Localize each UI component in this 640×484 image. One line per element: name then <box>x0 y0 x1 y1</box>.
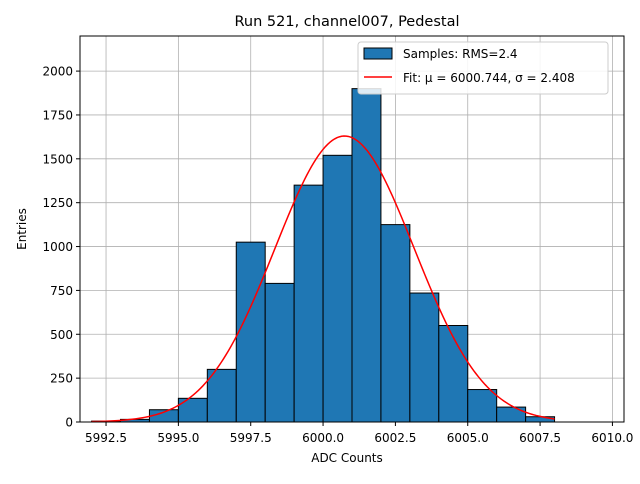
legend-histogram-label: Samples: RMS=2.4 <box>403 47 518 61</box>
legend-histogram-swatch <box>363 47 393 60</box>
legend-fit-label: Fit: μ = 6000.744, σ = 2.408 <box>403 71 575 85</box>
y-tick-label: 1250 <box>42 196 73 210</box>
histogram-bar <box>351 88 382 423</box>
legend: Samples: RMS=2.4 Fit: μ = 6000.744, σ = … <box>357 41 609 95</box>
x-axis-ticks: 5992.5 5995.0 5997.5 6000.0 6002.5 6005.0 6007… <box>85 422 633 445</box>
x-axis-label: ADC Counts <box>311 451 383 465</box>
y-tick-label: 1750 <box>42 108 73 122</box>
x-tick-label: 5992.5 <box>85 431 127 445</box>
histogram-bar <box>467 389 498 423</box>
histogram-bar <box>438 325 469 423</box>
histogram-bar <box>322 154 353 423</box>
x-tick-label: 5997.5 <box>230 431 272 445</box>
y-tick-label: 2000 <box>42 65 73 79</box>
y-tick-label: 250 <box>50 372 73 386</box>
histogram-bar <box>293 184 324 423</box>
y-tick-label: 500 <box>50 328 73 342</box>
histogram-bar <box>525 416 556 423</box>
chart-title: Run 521, channel007, Pedestal <box>234 14 459 30</box>
x-tick-label: 6000.0 <box>302 431 344 445</box>
histogram-bar <box>264 282 295 423</box>
histogram-bar <box>380 224 411 423</box>
histogram-bar <box>235 241 266 423</box>
y-tick-label: 750 <box>50 284 73 298</box>
histogram-bars <box>91 88 556 423</box>
x-tick-label: 6010.0 <box>591 431 633 445</box>
y-axis-label: Entries <box>15 208 29 250</box>
histogram-bar <box>496 406 527 423</box>
y-axis-ticks: 0 250 500 750 1000 1250 1500 1750 2000 <box>42 65 80 430</box>
y-tick-label: 1000 <box>42 240 73 254</box>
y-tick-label: 1500 <box>42 152 73 166</box>
x-tick-label: 5995.0 <box>157 431 199 445</box>
legend-frame <box>357 41 609 95</box>
x-tick-label: 6002.5 <box>374 431 416 445</box>
axes-frame <box>79 35 625 423</box>
fit-curve <box>91 135 555 423</box>
histogram-bar <box>206 368 237 423</box>
histogram-bar <box>409 292 440 423</box>
y-tick-label: 0 <box>65 416 73 430</box>
x-tick-label: 6007.5 <box>519 431 561 445</box>
x-tick-label: 6005.0 <box>447 431 489 445</box>
